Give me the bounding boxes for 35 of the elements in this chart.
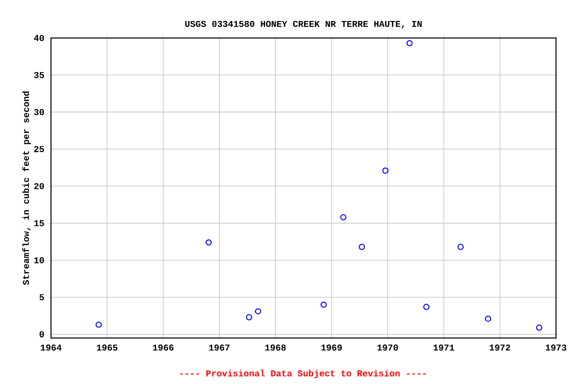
y-tick-label: 30: [34, 109, 44, 116]
point: [536, 324, 542, 331]
y-tick-label: 25: [34, 146, 44, 152]
point: [485, 316, 492, 322]
x-tick-label: 1972: [490, 344, 510, 351]
x-tick-label: 1966: [153, 344, 174, 351]
text: ---- Provisional Data Subject to Revision ----: [180, 370, 426, 378]
x-tick-label: 1967: [209, 344, 230, 351]
x-tick-label: 1973: [546, 344, 566, 351]
point: [206, 239, 212, 246]
point: [406, 40, 413, 46]
chart-title: USGS 03341580 HONEY CREEK NR TERRE HAUTE, IN: [185, 20, 422, 28]
x-tick-label: 1970: [377, 344, 398, 351]
point: [458, 244, 464, 250]
x-tick-label: 1969: [321, 344, 342, 351]
point: [340, 214, 346, 220]
x-tick-label: 1971: [434, 344, 454, 351]
point: [320, 302, 327, 308]
x-tick-label: 1964: [40, 344, 62, 351]
y-tick-label: 10: [34, 257, 44, 264]
x-tick-label: 1968: [265, 344, 286, 351]
x-tick-label: 1965: [96, 344, 118, 351]
point: [358, 244, 365, 250]
y-tick-label: 20: [34, 183, 44, 190]
y-tick-label: 40: [34, 34, 44, 42]
point: [423, 304, 430, 310]
y-axis-title: Streamflow, in cubic feet per second: [22, 91, 31, 286]
y-tick-label: 15: [34, 220, 44, 226]
point: [382, 167, 389, 174]
y-tick-label: 0: [40, 331, 44, 338]
point: [96, 322, 102, 328]
point: [254, 308, 262, 314]
point: [246, 314, 252, 320]
y-tick-label: 5: [40, 294, 44, 300]
y-tick-label: 35: [34, 72, 44, 78]
